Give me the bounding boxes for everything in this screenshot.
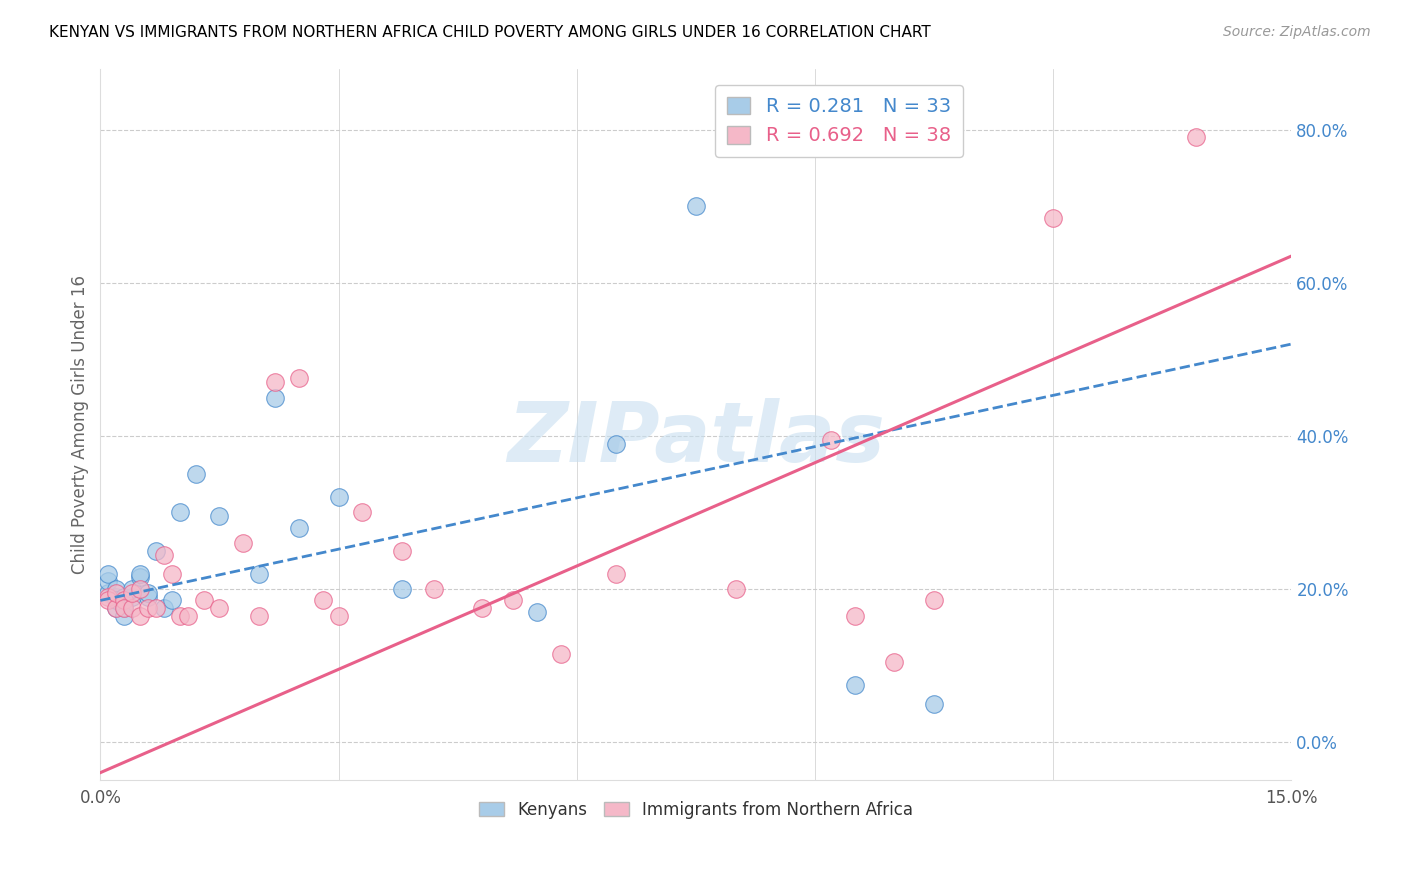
Point (288, 521, 311, 535)
Point (247, 608, 270, 623)
Point (232, 536, 254, 550)
Point (844, 608, 866, 623)
Point (605, 566, 627, 581)
Point (844, 678, 866, 692)
Point (136, 601, 159, 615)
Point (526, 605, 548, 619)
Point (112, 597, 135, 611)
Point (121, 586, 143, 600)
Point (922, 593, 945, 607)
Point (883, 655, 905, 669)
Point (470, 601, 492, 615)
Legend: Kenyans, Immigrants from Northern Africa: Kenyans, Immigrants from Northern Africa (472, 794, 920, 825)
Point (121, 601, 143, 615)
Point (121, 582, 143, 596)
Point (153, 548, 176, 562)
Point (105, 590, 128, 604)
Point (184, 467, 207, 482)
Point (922, 697, 945, 711)
Point (169, 608, 191, 623)
Point (129, 570, 152, 584)
Point (247, 566, 270, 581)
Point (97, 586, 120, 600)
Point (328, 490, 350, 504)
Point (105, 601, 128, 615)
Point (129, 608, 152, 623)
Text: Source: ZipAtlas.com: Source: ZipAtlas.com (1223, 25, 1371, 39)
Point (121, 590, 143, 604)
Point (264, 376, 287, 390)
Point (97, 590, 120, 604)
Point (97, 566, 120, 581)
Point (145, 601, 167, 615)
Point (97, 593, 120, 607)
Point (550, 647, 572, 661)
Point (97, 574, 120, 589)
Point (112, 601, 135, 615)
Point (391, 582, 413, 596)
Point (129, 582, 152, 596)
Point (391, 543, 413, 558)
Point (160, 593, 183, 607)
Point (136, 590, 159, 604)
Point (328, 608, 350, 623)
Point (153, 601, 176, 615)
Point (208, 601, 231, 615)
Text: KENYAN VS IMMIGRANTS FROM NORTHERN AFRICA CHILD POVERTY AMONG GIRLS UNDER 16 COR: KENYAN VS IMMIGRANTS FROM NORTHERN AFRIC… (49, 25, 931, 40)
Point (112, 601, 135, 615)
Point (145, 543, 167, 558)
Point (112, 590, 135, 604)
Point (423, 582, 446, 596)
Point (105, 586, 128, 600)
Point (129, 566, 152, 581)
Point (105, 601, 128, 615)
Point (352, 505, 374, 519)
Point (1185, 130, 1208, 145)
Point (264, 391, 287, 405)
Point (288, 371, 311, 385)
Point (176, 608, 198, 623)
Point (685, 199, 707, 213)
Point (820, 433, 842, 447)
Y-axis label: Child Poverty Among Girls Under 16: Child Poverty Among Girls Under 16 (72, 275, 89, 574)
Point (169, 505, 191, 519)
Point (193, 593, 215, 607)
Point (502, 593, 524, 607)
Point (208, 509, 231, 524)
Point (105, 582, 128, 596)
Point (160, 566, 183, 581)
Point (112, 608, 135, 623)
Point (1042, 211, 1064, 225)
Point (724, 582, 747, 596)
Point (112, 593, 135, 607)
Point (105, 593, 128, 607)
Text: ZIPatlas: ZIPatlas (508, 398, 884, 479)
Point (605, 436, 627, 450)
Point (312, 593, 335, 607)
Point (136, 586, 159, 600)
